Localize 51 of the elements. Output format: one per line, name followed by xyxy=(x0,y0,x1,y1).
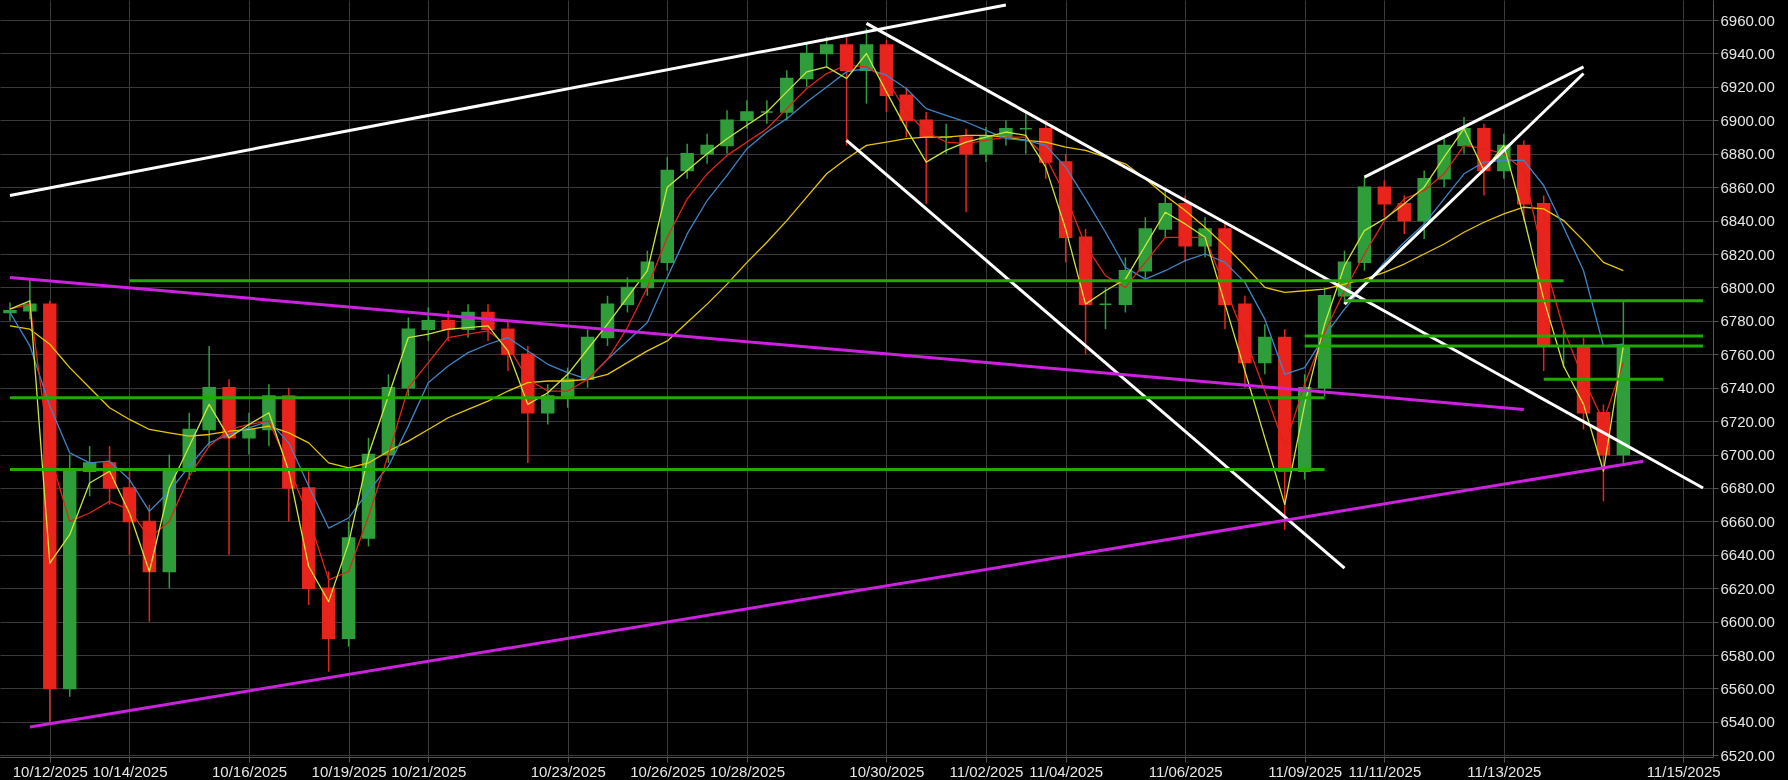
x-tick-label: 11/11/2025 xyxy=(1348,762,1422,780)
x-tick-label: 11/06/2025 xyxy=(1148,762,1223,780)
y-tick-label: 6940.00 xyxy=(1720,44,1775,62)
x-tick-label: 10/26/2025 xyxy=(630,762,706,780)
y-tick-label: 6960.00 xyxy=(1720,11,1775,29)
x-tick-label: 11/02/2025 xyxy=(949,762,1024,780)
candlestick xyxy=(441,310,455,342)
x-tick-label: 10/12/2025 xyxy=(12,762,88,780)
candlestick xyxy=(680,142,694,180)
x-tick-label: 11/09/2025 xyxy=(1268,762,1343,780)
y-tick-label: 6540.00 xyxy=(1720,713,1775,731)
y-tick-label: 6780.00 xyxy=(1720,312,1775,330)
y-tick-label: 6800.00 xyxy=(1720,278,1775,296)
y-tick-label: 6580.00 xyxy=(1720,646,1775,664)
y-tick-label: 6920.00 xyxy=(1720,78,1775,96)
x-tick-label: 10/19/2025 xyxy=(311,762,387,780)
candlestick xyxy=(1377,179,1392,218)
candlestick xyxy=(1019,111,1033,155)
x-tick-label: 10/14/2025 xyxy=(92,762,168,780)
y-tick-label: 6520.00 xyxy=(1720,746,1775,764)
candlestick xyxy=(242,412,256,456)
candlestick xyxy=(1098,286,1113,330)
x-tick-label: 10/21/2025 xyxy=(391,762,467,780)
y-tick-label: 6680.00 xyxy=(1720,479,1775,497)
y-tick-label: 6640.00 xyxy=(1720,546,1775,564)
y-tick-label: 6860.00 xyxy=(1720,178,1775,196)
x-tick-label: 11/04/2025 xyxy=(1029,762,1104,780)
y-tick-label: 6700.00 xyxy=(1720,446,1775,464)
y-tick-label: 6840.00 xyxy=(1720,212,1775,230)
candlestick xyxy=(959,127,973,213)
y-tick-label: 6900.00 xyxy=(1720,111,1775,129)
x-tick-label: 11/15/2025 xyxy=(1646,762,1721,780)
y-tick-label: 6660.00 xyxy=(1720,512,1775,530)
y-tick-label: 6760.00 xyxy=(1720,345,1775,363)
candlestick xyxy=(760,99,774,125)
y-tick-label: 6600.00 xyxy=(1720,613,1775,631)
y-tick-label: 6740.00 xyxy=(1720,379,1775,397)
y-tick-label: 6720.00 xyxy=(1720,412,1775,430)
candlestick xyxy=(740,99,754,130)
y-tick-label: 6620.00 xyxy=(1720,579,1775,597)
x-tick-label: 10/28/2025 xyxy=(709,762,785,780)
y-tick-label: 6820.00 xyxy=(1720,245,1775,263)
x-tick-label: 11/13/2025 xyxy=(1467,762,1542,780)
candlestick xyxy=(819,36,834,68)
x-tick-label: 10/23/2025 xyxy=(530,762,606,780)
candlestick xyxy=(3,301,17,322)
y-tick-label: 6560.00 xyxy=(1720,679,1775,697)
x-tick-label: 10/30/2025 xyxy=(849,762,925,780)
x-tick-label: 10/16/2025 xyxy=(211,762,288,780)
y-tick-label: 6880.00 xyxy=(1720,145,1775,163)
candlestick xyxy=(421,306,435,342)
